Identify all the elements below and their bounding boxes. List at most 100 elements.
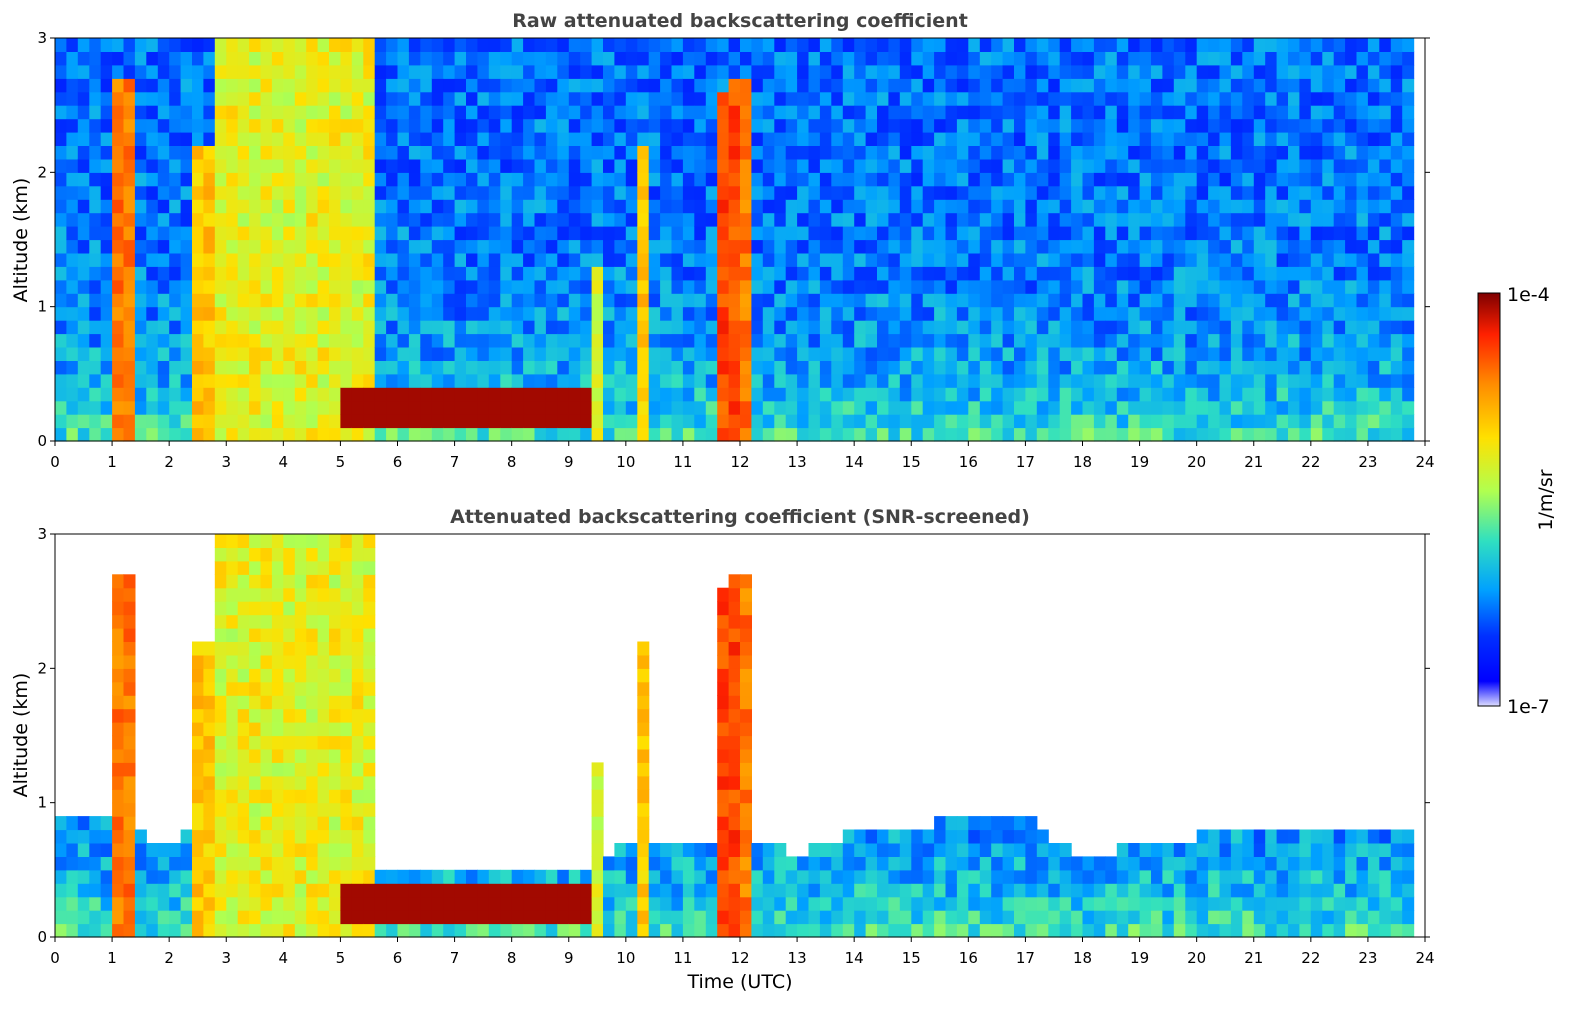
heatmap-cell bbox=[55, 105, 67, 119]
heatmap-cell bbox=[169, 132, 181, 146]
heatmap-cell bbox=[455, 883, 467, 897]
heatmap-cell bbox=[1299, 213, 1311, 227]
heatmap-cell bbox=[1368, 132, 1380, 146]
heatmap-cell bbox=[512, 213, 524, 227]
heatmap-cell bbox=[786, 240, 798, 254]
heatmap-cell bbox=[535, 280, 547, 294]
heatmap-cell bbox=[112, 293, 124, 307]
heatmap-cell bbox=[866, 105, 878, 119]
heatmap-cell bbox=[363, 199, 375, 213]
heatmap-cell bbox=[672, 253, 684, 267]
heatmap-cell bbox=[1025, 213, 1037, 227]
heatmap-cell bbox=[1083, 78, 1095, 92]
heatmap-cell bbox=[226, 762, 238, 776]
heatmap-cell bbox=[854, 897, 866, 911]
heatmap-cell bbox=[900, 226, 912, 240]
heatmap-cell bbox=[1345, 374, 1357, 388]
heatmap-cell bbox=[318, 588, 330, 602]
heatmap-cell bbox=[272, 334, 284, 348]
heatmap-cell bbox=[306, 668, 318, 682]
heatmap-cell bbox=[740, 428, 752, 442]
heatmap-cell bbox=[500, 897, 512, 911]
heatmap-cell bbox=[1060, 146, 1072, 160]
heatmap-cell bbox=[215, 897, 227, 911]
heatmap-cell bbox=[1151, 360, 1163, 374]
heatmap-cell bbox=[215, 132, 227, 146]
heatmap-cell bbox=[1174, 199, 1186, 213]
heatmap-cell bbox=[1117, 159, 1129, 173]
heatmap-cell bbox=[957, 428, 969, 442]
heatmap-cell bbox=[1197, 428, 1209, 442]
heatmap-cell bbox=[181, 347, 193, 361]
heatmap-cell bbox=[1060, 414, 1072, 428]
heatmap-cell bbox=[1208, 910, 1220, 924]
heatmap-cell bbox=[672, 870, 684, 884]
heatmap-cell bbox=[1071, 910, 1083, 924]
heatmap-cell bbox=[946, 226, 958, 240]
heatmap-cell bbox=[386, 280, 398, 294]
heatmap-cell bbox=[1025, 360, 1037, 374]
heatmap-cell bbox=[809, 924, 821, 938]
heatmap-cell bbox=[774, 374, 786, 388]
heatmap-cell bbox=[751, 334, 763, 348]
heatmap-cell bbox=[980, 870, 992, 884]
heatmap-cell bbox=[1288, 266, 1300, 280]
heatmap-cell bbox=[672, 897, 684, 911]
heatmap-cell bbox=[1117, 65, 1129, 79]
heatmap-cell bbox=[729, 280, 741, 294]
heatmap-cell bbox=[455, 910, 467, 924]
heatmap-cell bbox=[318, 38, 330, 52]
heatmap-cell bbox=[729, 119, 741, 133]
heatmap-cell bbox=[1288, 65, 1300, 79]
heatmap-cell bbox=[55, 65, 67, 79]
heatmap-cell bbox=[888, 360, 900, 374]
heatmap-cell bbox=[306, 38, 318, 52]
heatmap-cell bbox=[1220, 830, 1232, 844]
heatmap-cell bbox=[101, 293, 113, 307]
heatmap-cell bbox=[763, 65, 775, 79]
heatmap-cell bbox=[66, 226, 78, 240]
heatmap-cell bbox=[1334, 387, 1346, 401]
heatmap-cell bbox=[375, 347, 387, 361]
heatmap-cell bbox=[1174, 213, 1186, 227]
heatmap-cell bbox=[1322, 132, 1334, 146]
heatmap-cell bbox=[55, 870, 67, 884]
heatmap-cell bbox=[934, 414, 946, 428]
heatmap-cell bbox=[946, 38, 958, 52]
heatmap-cell bbox=[523, 910, 535, 924]
heatmap-cell bbox=[181, 428, 193, 442]
heatmap-cell bbox=[409, 105, 421, 119]
heatmap-cell bbox=[763, 428, 775, 442]
heatmap-cell bbox=[637, 65, 649, 79]
heatmap-cell bbox=[923, 924, 935, 938]
heatmap-cell bbox=[866, 856, 878, 870]
heatmap-cell bbox=[1368, 159, 1380, 173]
heatmap-cell bbox=[215, 240, 227, 254]
heatmap-cell bbox=[717, 213, 729, 227]
heatmap-cell bbox=[1265, 213, 1277, 227]
heatmap-cell bbox=[443, 199, 455, 213]
heatmap-cell bbox=[569, 883, 581, 897]
heatmap-cell bbox=[124, 401, 136, 415]
heatmap-cell bbox=[637, 186, 649, 200]
heatmap-cell bbox=[1357, 186, 1369, 200]
heatmap-cell bbox=[283, 883, 295, 897]
heatmap-cell bbox=[192, 722, 204, 736]
heatmap-cell bbox=[523, 159, 535, 173]
heatmap-cell bbox=[1345, 119, 1357, 133]
heatmap-cell bbox=[763, 199, 775, 213]
heatmap-cell bbox=[763, 347, 775, 361]
heatmap-cell bbox=[318, 722, 330, 736]
heatmap-cell bbox=[295, 642, 307, 656]
x-tick-label: 15 bbox=[902, 949, 921, 967]
heatmap-cell bbox=[89, 856, 101, 870]
heatmap-cell bbox=[124, 574, 136, 588]
heatmap-cell bbox=[740, 293, 752, 307]
heatmap-cell bbox=[135, 132, 147, 146]
heatmap-cell bbox=[843, 38, 855, 52]
heatmap-cell bbox=[1311, 334, 1323, 348]
heatmap-cell bbox=[614, 266, 626, 280]
heatmap-cell bbox=[763, 387, 775, 401]
heatmap-cell bbox=[1322, 428, 1334, 442]
heatmap-cell bbox=[101, 146, 113, 160]
